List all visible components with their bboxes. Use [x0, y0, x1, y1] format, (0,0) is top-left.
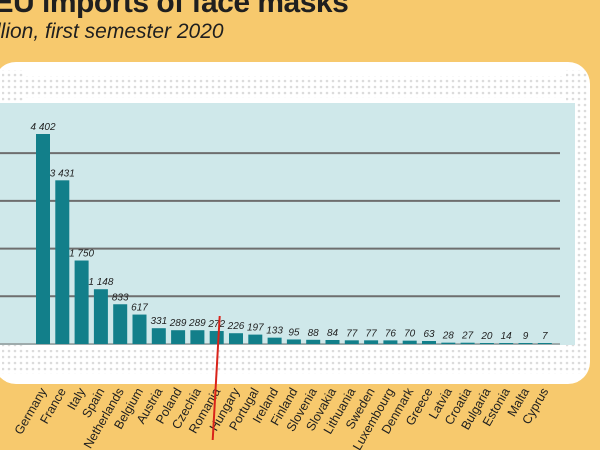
- bar-slovenia: [306, 339, 321, 344]
- bar-netherlands: [113, 304, 128, 344]
- value-label: 70: [404, 329, 416, 340]
- value-label: 20: [480, 331, 493, 342]
- bar-malta: [518, 343, 533, 344]
- value-label: 88: [308, 328, 320, 339]
- value-label: 4 402: [30, 122, 55, 133]
- bar-ireland: [267, 337, 282, 344]
- value-label: 289: [169, 318, 187, 329]
- value-label: 76: [385, 328, 397, 339]
- value-label: 27: [461, 331, 474, 342]
- bar-denmark: [402, 340, 417, 344]
- value-label: 14: [501, 331, 513, 342]
- value-label: 617: [131, 303, 148, 314]
- value-label: 289: [188, 318, 206, 329]
- gridlines: [0, 152, 560, 345]
- bar-belgium: [132, 314, 147, 344]
- bar-hungary: [229, 333, 243, 344]
- bar-lithuania: [344, 340, 359, 344]
- value-label: 226: [227, 321, 245, 332]
- mask-top-stitching: [24, 76, 566, 98]
- value-label: 95: [288, 327, 300, 338]
- bar-finland: [286, 339, 301, 344]
- bars: [36, 134, 552, 344]
- bar-spain: [93, 289, 108, 344]
- bar-france: [55, 180, 70, 344]
- value-label: 77: [366, 328, 378, 339]
- value-label: 833: [112, 292, 129, 303]
- value-label: 7: [542, 331, 548, 342]
- x-tick-labels: GermanyFranceItalySpainNetherlandsBelgiu…: [12, 385, 552, 450]
- bar-italy: [74, 260, 89, 344]
- mask-bottom-stitching: [24, 350, 566, 374]
- bar-austria: [151, 328, 166, 344]
- value-label: 197: [247, 323, 264, 334]
- value-label: 63: [423, 329, 435, 340]
- bar-portugal: [248, 334, 263, 344]
- bar-latvia: [441, 342, 456, 344]
- bar-czechia: [190, 330, 205, 344]
- chart-title: -EU imports of face masks: [0, 0, 349, 19]
- highlight-pointer-line: [211, 315, 221, 441]
- value-label: 28: [442, 331, 455, 342]
- chart-subtitle: llion, first semester 2020: [0, 20, 224, 43]
- bar-greece: [422, 340, 436, 344]
- value-label: 272: [207, 319, 225, 330]
- bar-sweden: [364, 340, 379, 344]
- value-label: 3 431: [50, 168, 75, 179]
- bar-cyprus: [537, 343, 552, 344]
- value-label: 84: [327, 328, 339, 339]
- value-label: 1 750: [69, 249, 94, 260]
- value-label: 1 148: [88, 277, 113, 288]
- bar-germany: [36, 134, 50, 344]
- value-label: 133: [266, 326, 283, 337]
- bar-poland: [171, 330, 186, 344]
- bar-bulgaria: [479, 343, 494, 344]
- bar-luxembourg: [383, 340, 398, 344]
- bar-croatia: [460, 342, 475, 344]
- bar-estonia: [499, 343, 514, 344]
- value-label: 9: [523, 331, 529, 342]
- bar-slovakia: [325, 339, 340, 344]
- bar-romania: [209, 331, 224, 344]
- value-label: 77: [346, 328, 358, 339]
- value-label: 331: [150, 316, 167, 327]
